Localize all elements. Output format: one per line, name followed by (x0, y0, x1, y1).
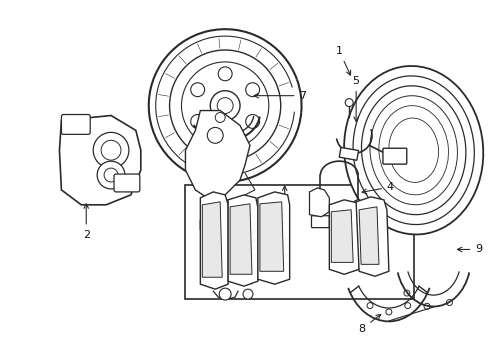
Text: 7: 7 (254, 91, 307, 101)
Polygon shape (329, 200, 359, 274)
Polygon shape (185, 111, 250, 237)
Polygon shape (260, 202, 284, 271)
FancyBboxPatch shape (114, 174, 140, 192)
Circle shape (207, 127, 223, 143)
Ellipse shape (344, 66, 483, 234)
Circle shape (353, 200, 363, 210)
Circle shape (208, 200, 222, 214)
Circle shape (97, 161, 125, 189)
Circle shape (219, 288, 231, 300)
Polygon shape (331, 210, 353, 262)
Circle shape (205, 220, 215, 230)
Polygon shape (230, 204, 252, 274)
Polygon shape (359, 207, 379, 264)
Text: 4: 4 (362, 182, 394, 194)
Polygon shape (202, 202, 222, 277)
Polygon shape (228, 195, 258, 286)
Bar (185, 185, 414, 299)
Text: 1: 1 (336, 46, 351, 75)
Text: 6: 6 (281, 186, 288, 217)
Text: 5: 5 (353, 76, 360, 121)
Circle shape (93, 132, 129, 168)
Bar (339, 147, 359, 160)
Polygon shape (258, 192, 290, 284)
Polygon shape (59, 116, 141, 205)
Text: 3: 3 (212, 240, 219, 274)
Circle shape (215, 220, 225, 230)
Polygon shape (356, 197, 389, 276)
FancyBboxPatch shape (61, 114, 90, 134)
FancyBboxPatch shape (349, 216, 367, 228)
Polygon shape (200, 192, 228, 289)
Text: 2: 2 (83, 204, 90, 239)
FancyBboxPatch shape (312, 216, 329, 228)
Circle shape (316, 200, 325, 210)
Circle shape (243, 289, 253, 299)
FancyBboxPatch shape (383, 148, 407, 164)
Text: 9: 9 (457, 244, 482, 255)
Circle shape (215, 113, 225, 122)
Text: 8: 8 (359, 314, 381, 334)
Polygon shape (310, 188, 329, 217)
